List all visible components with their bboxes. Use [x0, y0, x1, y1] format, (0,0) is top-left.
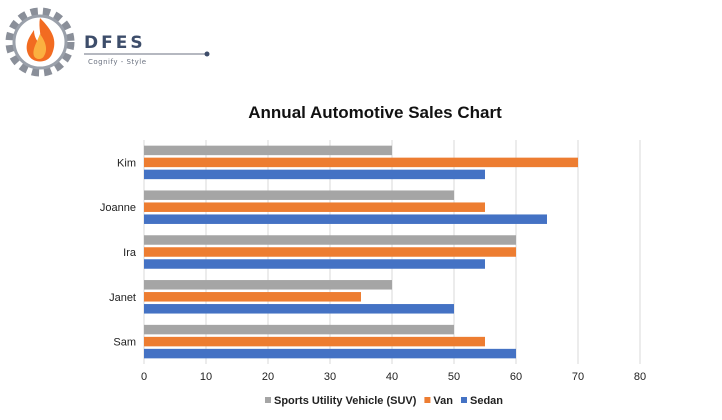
bar-janet-1: [144, 292, 361, 302]
bar-joanne-0: [144, 190, 454, 200]
bar-sam-1: [144, 336, 485, 347]
brand-tagline: Cognify - Style: [88, 58, 147, 66]
bar-kim-1: [144, 157, 578, 168]
category-label: Kim: [117, 157, 136, 169]
y-axis-categories: Kim Joanne Ira Janet Sam: [100, 157, 137, 348]
bar-ira-1: [144, 247, 516, 257]
legend-label: Van: [433, 395, 453, 407]
legend-swatch: [460, 397, 467, 403]
x-tick-label: 40: [386, 371, 398, 383]
gear-flame-icon: [5, 7, 75, 77]
brand-name: DFES: [84, 33, 146, 53]
x-tick-label: 80: [634, 371, 646, 383]
bar-kim-2: [144, 169, 485, 180]
x-tick-label: 70: [572, 371, 584, 383]
legend-label: Sports Utility Vehicle (SUV): [274, 395, 417, 407]
bar-kim-0: [144, 145, 392, 156]
x-axis-ticks: 0 10 20 30 40 50 60 70 80: [141, 371, 646, 383]
x-tick-label: 10: [200, 371, 212, 383]
x-tick-label: 50: [448, 371, 460, 383]
bar-janet-0: [144, 280, 392, 290]
bar-sam-2: [144, 348, 516, 359]
chart-bars: [144, 145, 578, 359]
category-label: Ira: [123, 247, 137, 259]
x-tick-label: 20: [262, 371, 274, 383]
bar-joanne-1: [144, 202, 485, 212]
chart-legend: Sports Utility Vehicle (SUV) Van Sedan: [264, 395, 503, 407]
category-label: Janet: [109, 292, 136, 304]
legend-swatch: [264, 397, 271, 403]
x-tick-label: 0: [141, 371, 147, 383]
dfes-logo: DFES Cognify - Style: [5, 7, 210, 77]
bar-ira-2: [144, 259, 485, 269]
brand-underline-dot: [204, 51, 210, 57]
bar-janet-2: [144, 304, 454, 314]
category-label: Sam: [113, 337, 136, 349]
category-label: Joanne: [100, 202, 136, 214]
x-tick-label: 60: [510, 371, 522, 383]
bar-ira-0: [144, 235, 516, 245]
bar-joanne-2: [144, 214, 547, 224]
legend-swatch: [424, 397, 431, 403]
x-tick-label: 30: [324, 371, 336, 383]
bar-sam-0: [144, 324, 454, 335]
legend-label: Sedan: [470, 395, 503, 407]
chart-title: Annual Automotive Sales Chart: [248, 103, 502, 122]
